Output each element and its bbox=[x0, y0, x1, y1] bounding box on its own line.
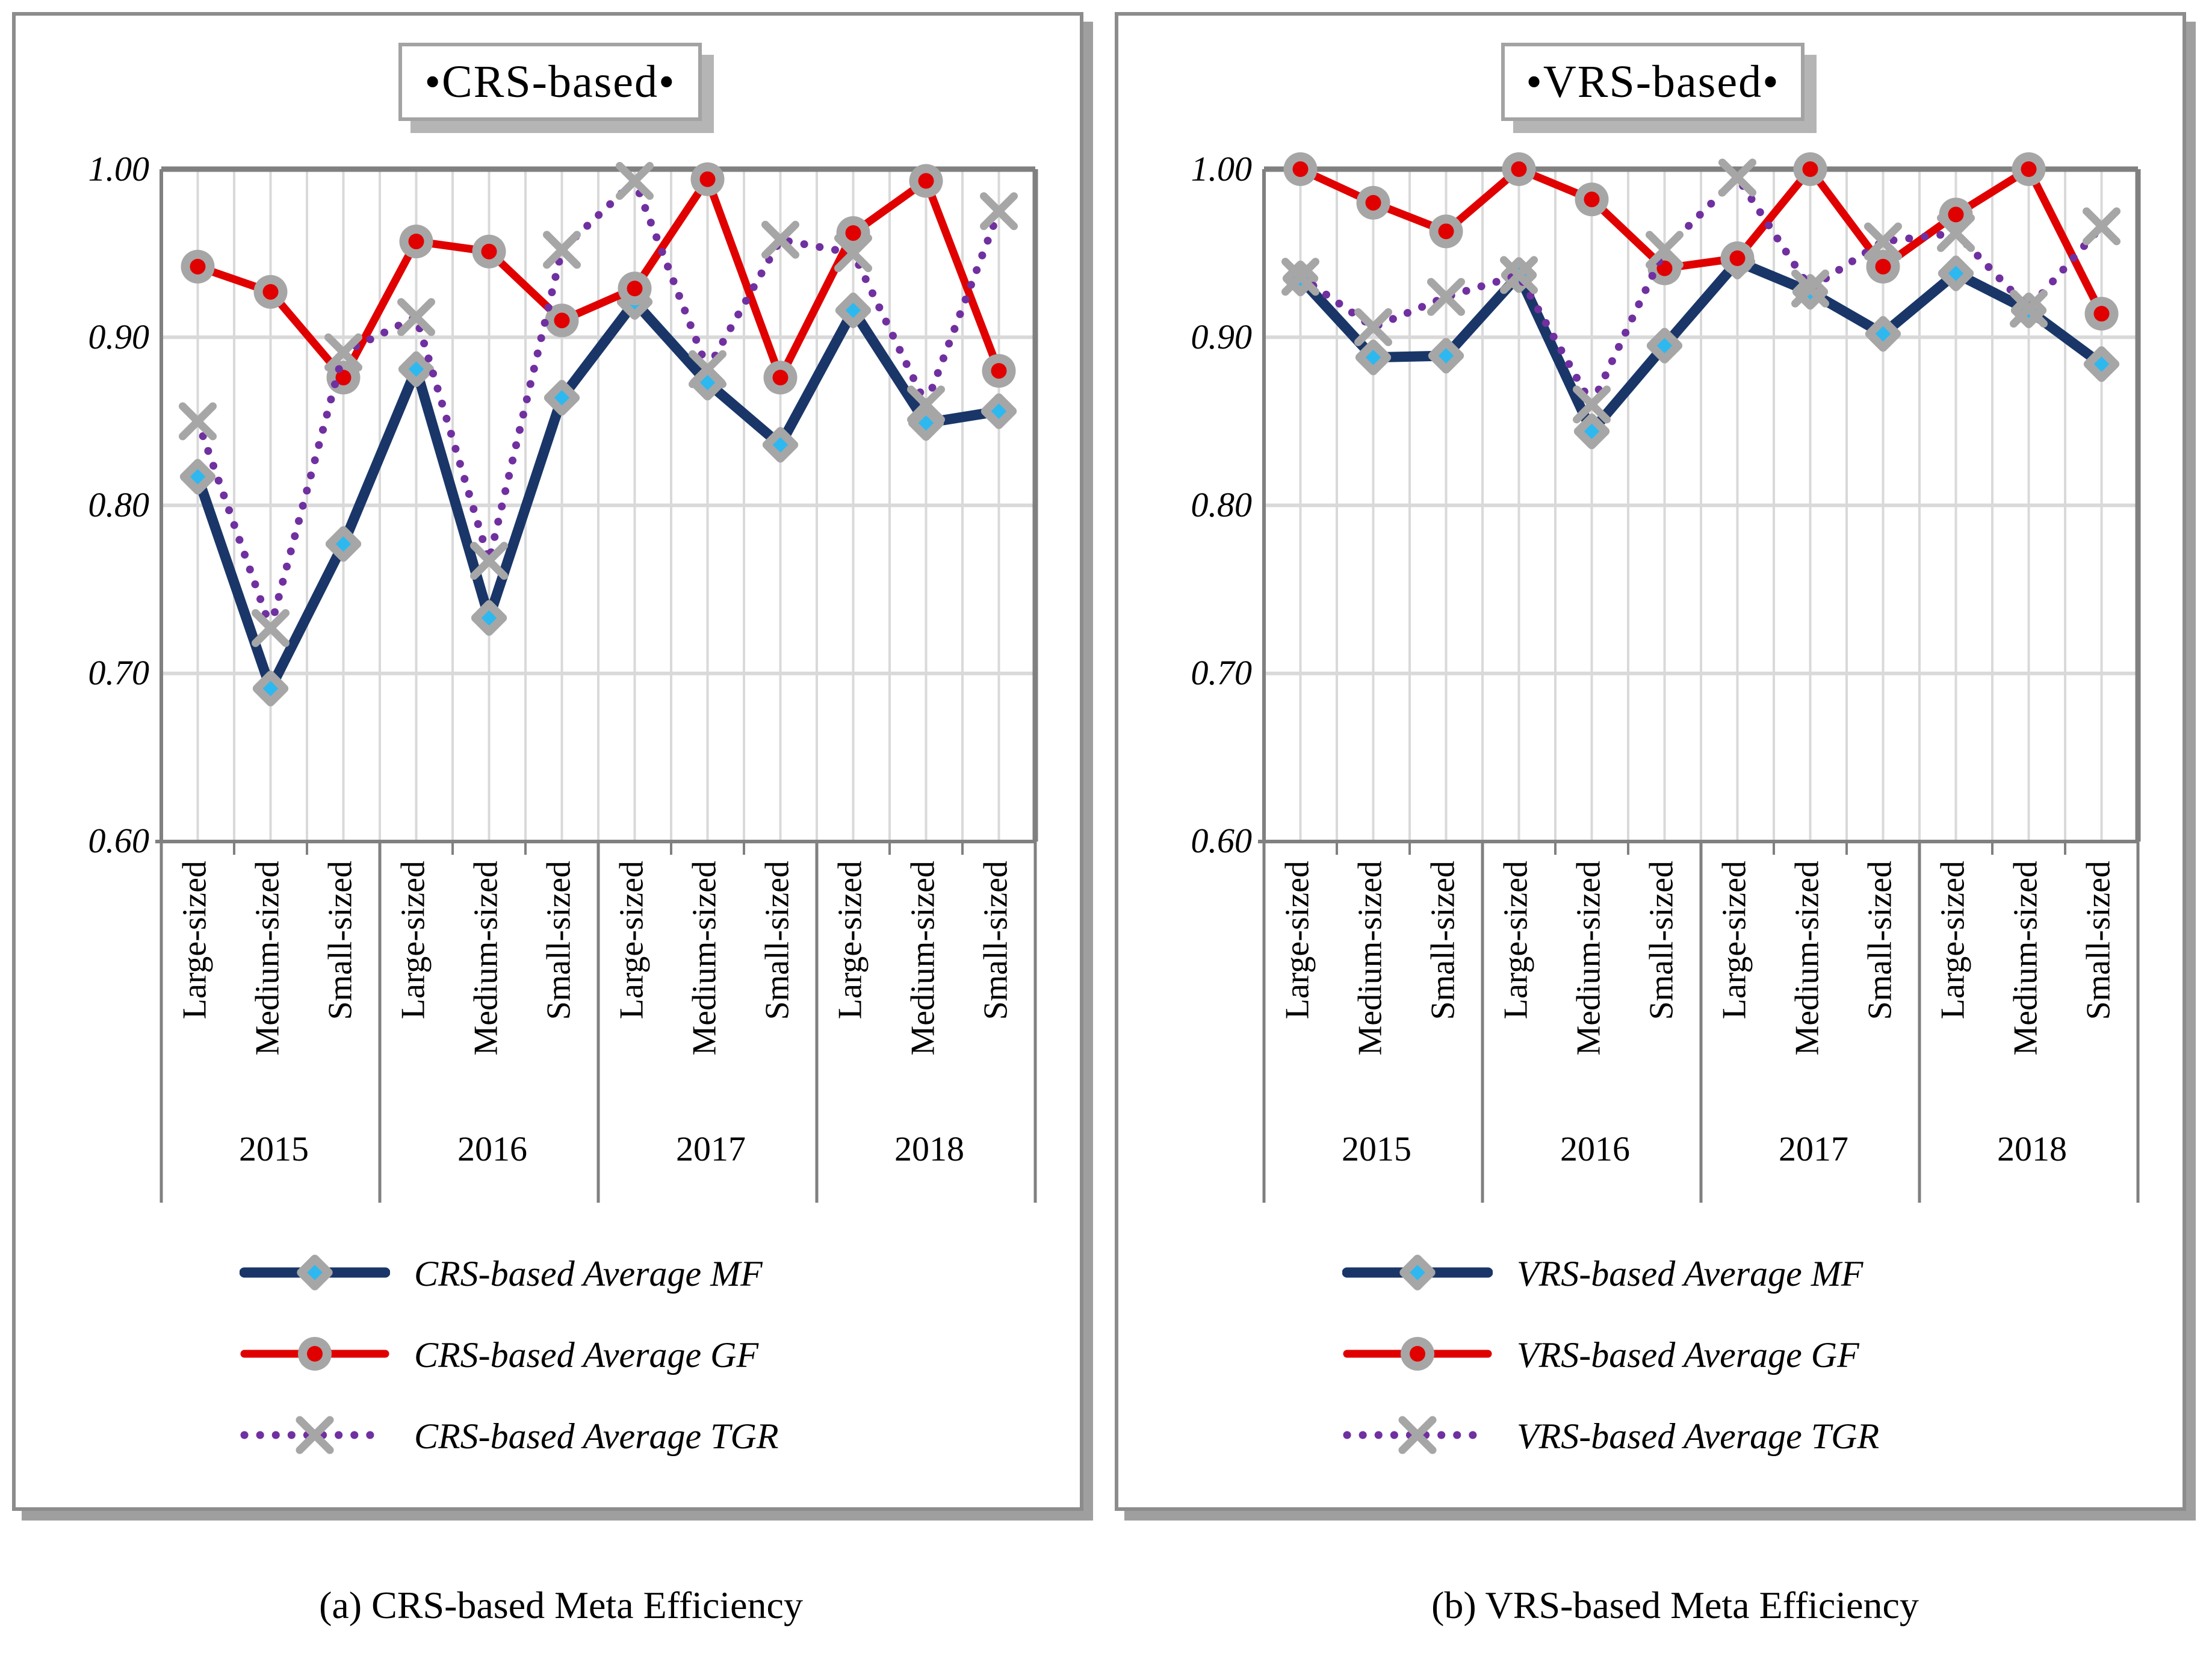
vrs-chart-title: •VRS-based• bbox=[1526, 57, 1780, 107]
svg-text:Small-sized: Small-sized bbox=[2080, 861, 2117, 1020]
legend-label: CRS-based Average MF bbox=[414, 1253, 763, 1294]
legend-item-mf: VRS-based Average MF bbox=[1342, 1244, 1863, 1304]
panel-vrs: Large-sized Medium-sized Small-sized Large-… bbox=[1115, 12, 2186, 1511]
svg-text:Small-sized: Small-sized bbox=[1861, 861, 1898, 1020]
svg-text:Small-sized: Small-sized bbox=[758, 861, 796, 1020]
year-label: 2017 bbox=[676, 1129, 746, 1168]
legend-item-gf: CRS-based Average GF bbox=[240, 1325, 758, 1385]
svg-text:Medium-sized: Medium-sized bbox=[1570, 861, 1607, 1055]
svg-text:Medium-sized: Medium-sized bbox=[2007, 861, 2044, 1055]
legend-label: VRS-based Average GF bbox=[1517, 1335, 1859, 1375]
y-tick-label: 1.00 bbox=[1191, 149, 1253, 188]
crs-chart-plot: Large-sized Medium-sized Small-sized Large-… bbox=[155, 162, 1038, 1203]
legend-label: VRS-based Average TGR bbox=[1517, 1416, 1880, 1456]
year-label: 2016 bbox=[457, 1129, 527, 1168]
svg-text:Large-sized: Large-sized bbox=[831, 861, 869, 1019]
y-tick-label: 0.90 bbox=[88, 317, 150, 356]
legend-item-mf: CRS-based Average MF bbox=[239, 1244, 763, 1304]
year-label: 2018 bbox=[1997, 1129, 2067, 1168]
svg-text:Large-sized: Large-sized bbox=[613, 861, 650, 1019]
year-label: 2015 bbox=[1342, 1129, 1411, 1168]
gf-line-sample-icon bbox=[1342, 1327, 1493, 1384]
tgr-line-sample-icon bbox=[240, 1408, 390, 1465]
crs-chart-title: •CRS-based• bbox=[424, 57, 676, 107]
svg-text:Small-sized: Small-sized bbox=[540, 861, 577, 1020]
legend-label: CRS-based Average GF bbox=[414, 1335, 759, 1375]
svg-text:Large-sized: Large-sized bbox=[1715, 861, 1753, 1019]
svg-text:Small-sized: Small-sized bbox=[321, 861, 359, 1020]
svg-text:Large-sized: Large-sized bbox=[394, 861, 432, 1019]
svg-text:Small-sized: Small-sized bbox=[977, 861, 1014, 1020]
legend-item-tgr: CRS-based Average TGR bbox=[240, 1406, 778, 1466]
svg-text:Large-sized: Large-sized bbox=[1934, 861, 1971, 1019]
year-label: 2015 bbox=[239, 1129, 309, 1168]
y-tick-label: 1.00 bbox=[88, 149, 150, 188]
crs-chart-title-box: •CRS-based• bbox=[398, 43, 702, 121]
svg-text:Medium-sized: Medium-sized bbox=[686, 861, 723, 1055]
svg-text:Small-sized: Small-sized bbox=[1424, 861, 1461, 1020]
caption-a: (a) CRS-based Meta Efficiency bbox=[319, 1584, 803, 1626]
y-tick-label: 0.60 bbox=[88, 821, 150, 860]
legend-item-gf: VRS-based Average GF bbox=[1342, 1325, 1859, 1385]
svg-text:Medium-sized: Medium-sized bbox=[1788, 861, 1826, 1055]
y-tick-label: 0.60 bbox=[1191, 821, 1253, 860]
gf-line-sample-icon bbox=[240, 1327, 390, 1384]
y-tick-label: 0.80 bbox=[88, 485, 150, 524]
svg-text:Medium-sized: Medium-sized bbox=[249, 861, 286, 1055]
year-label: 2016 bbox=[1560, 1129, 1630, 1168]
caption-b: (b) VRS-based Meta Efficiency bbox=[1431, 1584, 1919, 1626]
svg-text:Large-sized: Large-sized bbox=[176, 861, 213, 1019]
svg-text:Medium-sized: Medium-sized bbox=[904, 861, 941, 1055]
mf-line-sample-icon bbox=[239, 1245, 391, 1303]
legend-item-tgr: VRS-based Average TGR bbox=[1342, 1406, 1879, 1466]
year-label: 2018 bbox=[894, 1129, 964, 1168]
y-tick-label: 0.70 bbox=[1191, 653, 1253, 692]
tgr-line-sample-icon bbox=[1342, 1408, 1493, 1465]
y-tick-label: 0.90 bbox=[1191, 317, 1253, 356]
svg-text:Large-sized: Large-sized bbox=[1497, 861, 1534, 1019]
svg-text:Large-sized: Large-sized bbox=[1278, 861, 1316, 1019]
y-tick-label: 0.80 bbox=[1191, 485, 1253, 524]
vrs-chart-title-box: •VRS-based• bbox=[1501, 43, 1805, 121]
panel-crs: Large-sized Medium-sized Small-sized Large-… bbox=[12, 12, 1083, 1511]
legend-label: VRS-based Average MF bbox=[1517, 1253, 1863, 1294]
mf-line-sample-icon bbox=[1342, 1245, 1493, 1303]
year-label: 2017 bbox=[1779, 1129, 1848, 1168]
svg-text:Medium-sized: Medium-sized bbox=[1351, 861, 1389, 1055]
vrs-chart-plot: Large-sized Medium-sized Small-sized Large-… bbox=[1258, 152, 2141, 1203]
y-tick-label: 0.70 bbox=[88, 653, 150, 692]
svg-text:Medium-sized: Medium-sized bbox=[467, 861, 504, 1055]
legend-label: CRS-based Average TGR bbox=[414, 1416, 779, 1456]
svg-text:Small-sized: Small-sized bbox=[1643, 861, 1680, 1020]
